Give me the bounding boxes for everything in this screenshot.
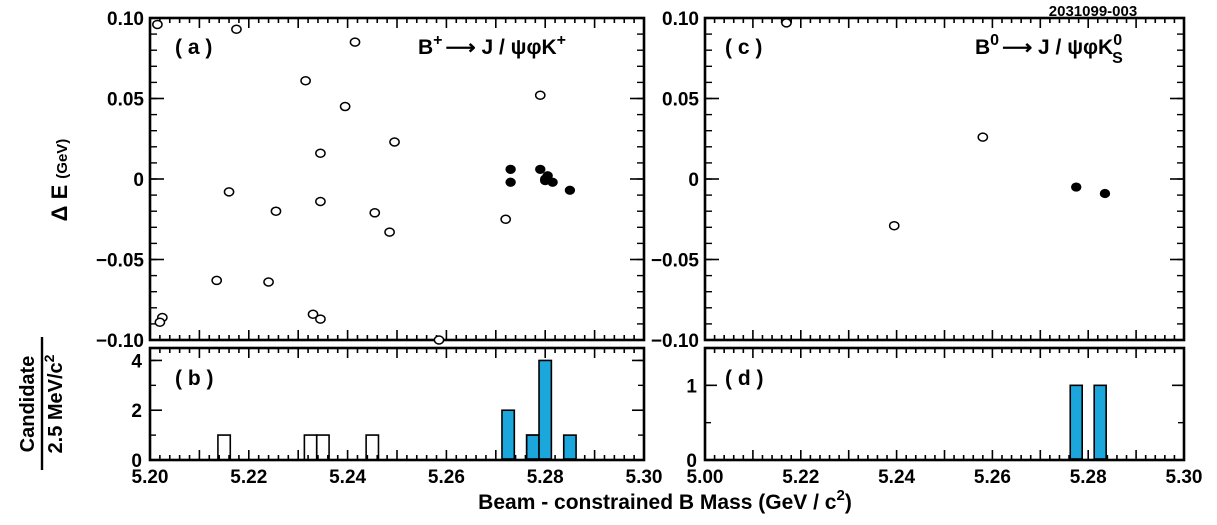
open-point bbox=[389, 137, 400, 147]
panel-b: ( b ) 4 2 05.20 5.22 5.24 5.26 5.28 5.30 bbox=[131, 346, 663, 488]
filled-point bbox=[505, 164, 516, 174]
open-point bbox=[211, 275, 223, 286]
open-point bbox=[384, 227, 395, 237]
y-tick-label: 0.10 bbox=[662, 9, 699, 30]
open-point bbox=[315, 148, 326, 158]
delta-e-axis-title: Δ E(GeV) bbox=[47, 139, 72, 222]
open-point bbox=[270, 206, 282, 216]
filled-point bbox=[505, 177, 516, 187]
open-point bbox=[977, 132, 989, 142]
panel-b-label: ( b ) bbox=[175, 367, 213, 390]
x-tick-label: 5.30 bbox=[1166, 467, 1203, 488]
histogram-bin-filled bbox=[1093, 384, 1107, 460]
x-tick-label: 5.22 bbox=[782, 467, 819, 488]
x-axis-title: Beam - constrained B Mass (GeV / c2) bbox=[478, 487, 852, 514]
panel-c-label: ( c ) bbox=[725, 36, 762, 59]
candidate-axis-unit: 2.5 MeV/c2 bbox=[41, 354, 67, 453]
x-tick-label: 5.28 bbox=[1070, 467, 1107, 488]
x-tick-label: 5.26 bbox=[428, 467, 465, 488]
y-tick-label: 0.05 bbox=[107, 90, 144, 111]
open-point bbox=[369, 208, 381, 218]
x-tick-label: 5.20 bbox=[132, 467, 169, 488]
y-tick-label: 0 bbox=[686, 451, 697, 472]
figure-id: 2031099-003 bbox=[1049, 3, 1137, 20]
open-point bbox=[534, 90, 546, 101]
open-point bbox=[433, 335, 445, 345]
filled-point bbox=[564, 185, 576, 195]
filled-point bbox=[1071, 182, 1082, 192]
x-tick-label: 5.28 bbox=[527, 467, 564, 488]
open-point bbox=[339, 101, 351, 112]
panel-c: ( c ) B0 ⟶ J / ψφK0 S 0.10 0.05 0 −0.05 −0.10 bbox=[651, 9, 1186, 352]
x-tick-label: 5.22 bbox=[230, 467, 267, 488]
candidate-axis-title: Candidate bbox=[17, 356, 39, 453]
x-tick-label: 5.24 bbox=[329, 467, 366, 488]
filled-point bbox=[1099, 188, 1111, 199]
panel-d: ( d ) 1 05.00 5.22 5.24 5.26 5.28 5.30 bbox=[686, 346, 1203, 488]
x-tick-label: 5.26 bbox=[974, 467, 1011, 488]
histogram-bin-open bbox=[217, 434, 232, 459]
open-point bbox=[888, 220, 900, 231]
open-point bbox=[223, 187, 235, 197]
histogram-bin-filled bbox=[525, 434, 540, 460]
filled-point bbox=[547, 177, 558, 187]
y-tick-label: 0.05 bbox=[662, 90, 699, 111]
open-point bbox=[154, 317, 166, 328]
panel-c-decay: B0 ⟶ J / ψφK0 S bbox=[975, 32, 1123, 67]
y-tick-label: 0 bbox=[688, 170, 699, 191]
histogram-bin-filled bbox=[501, 409, 516, 460]
open-point bbox=[315, 314, 326, 324]
y-tick-label: 0.10 bbox=[107, 9, 144, 30]
open-point bbox=[231, 24, 242, 35]
panel-d-frame bbox=[703, 346, 1186, 462]
y-tick-label: 2 bbox=[131, 401, 142, 422]
x-tick-label: 5.30 bbox=[626, 467, 663, 488]
panel-a-label: ( a ) bbox=[175, 36, 212, 59]
y-tick-label: 0 bbox=[133, 170, 144, 191]
open-point bbox=[263, 277, 274, 287]
panel-a-frame bbox=[148, 16, 646, 342]
open-point bbox=[307, 309, 319, 319]
panel-a: ( a ) B+ ⟶ J / ψφK+ 0.10 0.05 0 −0.05 −0.10 bbox=[96, 9, 646, 352]
open-point bbox=[781, 18, 792, 28]
panel-a-decay: B+ ⟶ J / ψφK+ bbox=[418, 32, 566, 59]
panel-d-label: ( d ) bbox=[725, 367, 763, 390]
x-tick-label: 5.24 bbox=[878, 467, 915, 488]
y-tick-label: −0.10 bbox=[96, 331, 144, 352]
histogram-bin-open bbox=[315, 434, 330, 459]
open-point bbox=[300, 76, 311, 86]
y-tick-label: 4 bbox=[131, 351, 142, 372]
y-tick-label: 1 bbox=[686, 376, 697, 397]
open-point bbox=[349, 37, 361, 47]
histogram-bin-filled bbox=[538, 359, 553, 460]
x-tick-label: 5.00 bbox=[687, 467, 724, 488]
histogram-bin-filled bbox=[562, 434, 577, 460]
histogram-bin-open bbox=[365, 434, 380, 459]
histogram-bin-open bbox=[303, 434, 318, 459]
y-tick-label: −0.05 bbox=[96, 251, 145, 272]
open-point bbox=[500, 214, 512, 224]
filled-point bbox=[535, 164, 546, 174]
open-point bbox=[152, 19, 163, 30]
y-tick-label: −0.05 bbox=[651, 251, 700, 272]
open-point bbox=[315, 196, 326, 207]
y-tick-label: 0 bbox=[131, 451, 142, 472]
histogram-bin-filled bbox=[1069, 384, 1084, 460]
y-tick-label: −0.10 bbox=[651, 331, 699, 352]
